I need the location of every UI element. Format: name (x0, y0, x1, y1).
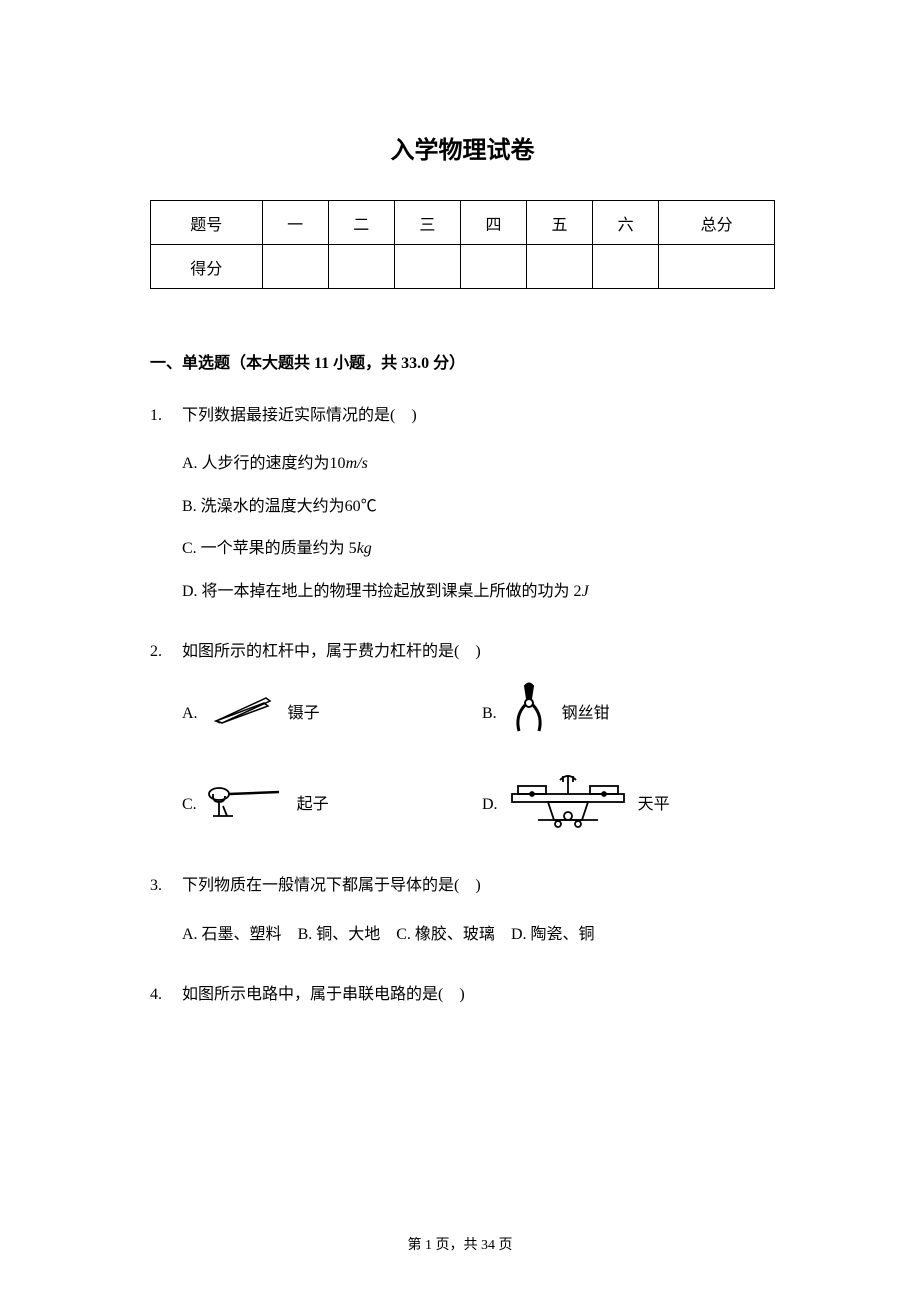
option-text: B. 洗澡水的温度大约为60 (182, 498, 361, 515)
table-row: 得分 (151, 245, 775, 289)
footer-text: 页，共 (432, 1238, 481, 1253)
option-letter: C. (182, 790, 197, 820)
option-letter: D. (482, 790, 498, 820)
balance-scale-icon (508, 770, 628, 841)
cell-total (659, 245, 775, 289)
table-row: 题号 一 二 三 四 五 六 总分 (151, 201, 775, 245)
tweezers-icon (208, 689, 278, 740)
option-label: 钢丝钳 (562, 699, 610, 729)
option-d: D. 将一本掉在地上的物理书捡起放到课桌上所做的功为 2J (182, 577, 775, 607)
cell-label: 得分 (151, 245, 263, 289)
option-d: D. 陶瓷、铜 (511, 920, 595, 950)
cell-col: 二 (328, 201, 394, 245)
footer-total: 34 (481, 1238, 495, 1253)
option-b: B. 钢丝钳 (482, 681, 775, 747)
question-stem: 下列物质在一般情况下都属于导体的是( ) (182, 871, 775, 901)
footer-text: 页 (495, 1238, 513, 1253)
question-stem: 如图所示电路中，属于串联电路的是( ) (182, 980, 775, 1010)
option-b: B. 铜、大地 (298, 920, 381, 950)
question-stem: 下列数据最接近实际情况的是( ) (182, 401, 775, 431)
question-3: 3. 下列物质在一般情况下都属于导体的是( ) A. 石墨、塑料 B. 铜、大地… (150, 871, 775, 950)
option-unit: ℃ (361, 498, 377, 515)
cell-col: 四 (460, 201, 526, 245)
option-c: C. 一个苹果的质量约为 5kg (182, 534, 775, 564)
option-text: A. 人步行的速度约为10 (182, 455, 346, 472)
cell-label: 题号 (151, 201, 263, 245)
option-c: C. 起子 (182, 780, 482, 831)
question-number: 3. (150, 871, 182, 901)
cell-col: 六 (593, 201, 659, 245)
option-text: D. 将一本掉在地上的物理书捡起放到课桌上所做的功为 2 (182, 583, 582, 600)
question-4: 4. 如图所示电路中，属于串联电路的是( ) (150, 980, 775, 1010)
page-footer: 第 1 页，共 34 页 (0, 1234, 920, 1254)
question-1: 1. 下列数据最接近实际情况的是( ) A. 人步行的速度约为10m/s B. … (150, 401, 775, 607)
cell-col (593, 245, 659, 289)
cell-col: 三 (394, 201, 460, 245)
option-unit: m/s (346, 455, 368, 472)
cell-col (527, 245, 593, 289)
footer-page: 1 (425, 1238, 432, 1253)
cell-col: 一 (262, 201, 328, 245)
footer-text: 第 (408, 1238, 426, 1253)
question-number: 4. (150, 980, 182, 1010)
pliers-icon (507, 681, 552, 747)
option-label: 起子 (297, 790, 329, 820)
question-stem: 如图所示的杠杆中，属于费力杠杆的是( ) (182, 637, 775, 667)
cell-col (460, 245, 526, 289)
option-letter: B. (482, 699, 497, 729)
option-d: D. (482, 770, 775, 841)
option-label: 镊子 (288, 699, 320, 729)
option-c: C. 橡胶、玻璃 (396, 920, 495, 950)
option-text: C. 一个苹果的质量约为 5 (182, 540, 357, 557)
cell-col (328, 245, 394, 289)
bottle-opener-icon (207, 780, 287, 831)
question-2: 2. 如图所示的杠杆中，属于费力杠杆的是( ) A. 镊子 (150, 637, 775, 841)
cell-col (262, 245, 328, 289)
question-number: 2. (150, 637, 182, 667)
option-unit: kg (357, 540, 372, 557)
cell-col (394, 245, 460, 289)
cell-col: 五 (527, 201, 593, 245)
question-number: 1. (150, 401, 182, 431)
option-a: A. 石墨、塑料 (182, 920, 282, 950)
option-label: 天平 (638, 790, 670, 820)
option-a: A. 镊子 (182, 689, 482, 740)
page-title: 入学物理试卷 (150, 130, 775, 165)
option-b: B. 洗澡水的温度大约为60℃ (182, 492, 775, 522)
score-table: 题号 一 二 三 四 五 六 总分 得分 (150, 200, 775, 289)
section-heading: 一、单选题（本大题共 11 小题，共 33.0 分） (150, 349, 775, 373)
cell-total: 总分 (659, 201, 775, 245)
option-letter: A. (182, 699, 198, 729)
option-a: A. 人步行的速度约为10m/s (182, 449, 775, 479)
option-unit: J (582, 583, 589, 600)
